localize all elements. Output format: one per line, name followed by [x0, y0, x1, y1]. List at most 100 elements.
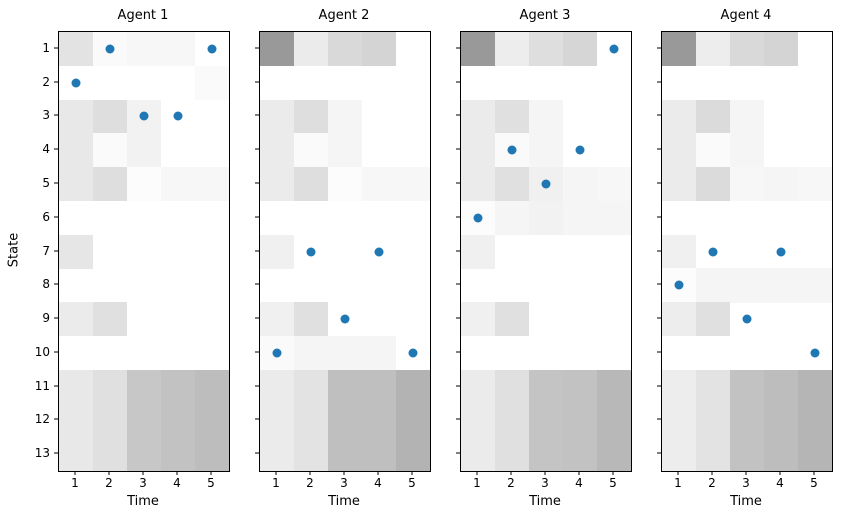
heatmap-cell	[495, 99, 529, 134]
scatter-point	[609, 44, 619, 54]
y-tick-mark	[54, 47, 58, 49]
x-tick-mark	[544, 471, 546, 475]
y-tick-mark	[456, 283, 460, 285]
heatmap-cell	[495, 437, 529, 472]
x-tick-label: 3	[742, 476, 750, 490]
subplot-title: Agent 4	[720, 8, 772, 23]
y-tick-mark	[657, 148, 661, 150]
y-tick-mark	[54, 351, 58, 353]
y-tick-label: 11	[34, 378, 50, 393]
y-tick-label: 8	[42, 277, 50, 292]
y-tick-mark	[456, 317, 460, 319]
heatmap-cell	[195, 369, 229, 404]
heatmap-cell	[328, 335, 362, 371]
scatter-point	[139, 111, 149, 121]
scatter-point	[306, 247, 316, 256]
y-tick-mark	[657, 216, 661, 218]
scatter-point	[408, 348, 418, 358]
y-tick-mark	[657, 182, 661, 184]
heatmap-cell	[93, 99, 127, 134]
heatmap-cell	[362, 167, 396, 202]
x-tick-mark	[309, 471, 311, 475]
plot-area	[661, 31, 833, 472]
y-tick-mark	[54, 81, 58, 83]
heatmap-cell	[662, 437, 696, 472]
y-tick-mark	[54, 283, 58, 285]
x-tick-label: 1	[674, 476, 682, 490]
x-tick-mark	[677, 471, 679, 475]
heatmap-cell	[597, 403, 631, 438]
subplot-title: Agent 1	[117, 8, 169, 23]
heatmap-cell	[662, 302, 696, 337]
heatmap-cell	[696, 302, 730, 337]
heatmap-cell	[798, 437, 832, 472]
heatmap-cell	[93, 369, 127, 404]
y-tick-mark	[456, 418, 460, 420]
heatmap-cell	[294, 335, 328, 371]
scatter-point	[810, 348, 820, 358]
heatmap-cell	[127, 32, 161, 67]
heatmap-cell	[59, 167, 93, 202]
x-tick-mark	[377, 471, 379, 475]
x-tick-label: 2	[708, 476, 716, 490]
heatmap-cell	[461, 403, 495, 438]
y-tick-mark	[255, 385, 259, 387]
y-tick-mark	[657, 250, 661, 251]
x-tick-mark	[779, 471, 781, 475]
x-tick-mark	[813, 471, 815, 475]
y-tick-mark	[54, 317, 58, 319]
heatmap-cell	[362, 335, 396, 371]
heatmap-cell	[260, 133, 294, 168]
heatmap-cell	[495, 369, 529, 404]
heatmap-cell	[798, 369, 832, 404]
heatmap-cell	[764, 167, 798, 202]
scatter-point	[507, 145, 517, 155]
y-tick-mark	[54, 250, 58, 251]
heatmap-cell	[294, 99, 328, 134]
heatmap-cell	[798, 403, 832, 438]
heatmap-cell	[662, 32, 696, 67]
heatmap-cell	[495, 302, 529, 337]
heatmap-cell	[662, 99, 696, 134]
y-tick-mark	[54, 114, 58, 116]
heatmap-cell	[696, 99, 730, 134]
x-tick-label: 2	[507, 476, 515, 490]
y-tick-mark	[456, 81, 460, 83]
subplot-agent-1: Agent 1 Time 1 2 3 4 5 1 2 3 4 5 6 7 8 9 10 11 12 13	[35, 0, 230, 523]
heatmap-cell	[696, 268, 730, 303]
subplot-agent-3: Agent 3 Time 1 2 3 4 5	[456, 0, 632, 523]
heatmap-cell	[461, 369, 495, 404]
x-tick-mark	[74, 471, 76, 475]
x-tick-label: 3	[541, 476, 549, 490]
heatmap-cell	[495, 32, 529, 67]
y-tick-mark	[54, 182, 58, 184]
heatmap-cell	[597, 200, 631, 236]
y-tick-mark	[657, 47, 661, 49]
y-tick-label: 1	[42, 40, 50, 55]
y-tick-mark	[255, 317, 259, 319]
scatter-point	[71, 78, 81, 88]
y-tick-label: 3	[42, 108, 50, 123]
heatmap-cell	[127, 167, 161, 202]
x-tick-label: 4	[173, 476, 181, 490]
heatmap-cell	[195, 403, 229, 438]
scatter-point	[541, 179, 551, 189]
heatmap-cell	[93, 133, 127, 168]
heatmap-cell	[696, 437, 730, 472]
heatmap-cell	[696, 133, 730, 168]
heatmap-cell	[59, 302, 93, 337]
y-tick-label: 10	[34, 344, 50, 359]
heatmap-cell	[461, 234, 495, 269]
x-tick-mark	[142, 471, 144, 475]
heatmap-cell	[461, 437, 495, 472]
heatmap-cell	[294, 302, 328, 337]
x-axis-label: Time	[730, 494, 762, 509]
heatmap-cell	[798, 167, 832, 202]
heatmap-cell	[59, 234, 93, 269]
heatmap-cell	[161, 32, 195, 67]
heatmap-cell	[529, 369, 563, 404]
x-tick-label: 1	[473, 476, 481, 490]
heatmap-cell	[597, 167, 631, 202]
heatmap-cell	[563, 167, 597, 202]
